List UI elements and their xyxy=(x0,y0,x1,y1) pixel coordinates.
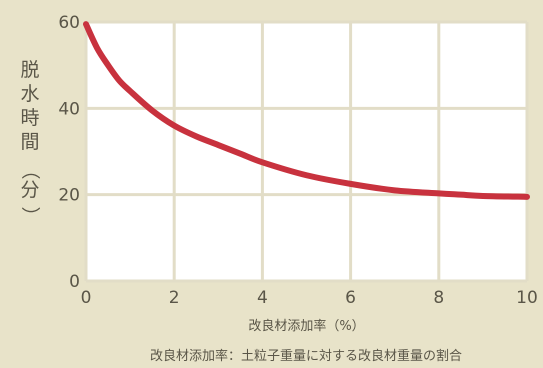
series-line xyxy=(83,21,530,200)
y-tick-label: 20 xyxy=(58,186,80,206)
x-tick-label: 0 xyxy=(81,288,92,308)
footnote: 改良材添加率：土粒子重量に対する改良材重量の割合 xyxy=(150,348,462,364)
y-tick-label: 40 xyxy=(58,99,80,119)
x-axis-label: 改良材添加率（%） xyxy=(248,318,364,334)
y-axis-label-char: ） xyxy=(19,206,41,225)
series-group xyxy=(83,21,530,200)
grid xyxy=(84,20,529,283)
x-tick-label: 6 xyxy=(345,288,356,308)
y-axis-label-char: 分 xyxy=(20,179,39,201)
y-tick-label: 0 xyxy=(69,272,80,292)
x-tick-label: 2 xyxy=(169,288,180,308)
y-axis-label-char: 水 xyxy=(20,83,39,105)
y-axis-label-char: 間 xyxy=(20,131,39,153)
y-axis-label-char: 脱 xyxy=(20,59,39,81)
y-axis-label-char: 時 xyxy=(20,107,39,129)
x-ticks: 0 2 4 6 8 10 xyxy=(81,288,538,308)
x-tick-label: 8 xyxy=(433,288,444,308)
y-axis-label-char: （ xyxy=(19,160,41,179)
x-tick-label: 4 xyxy=(257,288,268,308)
y-ticks: 0 20 40 60 xyxy=(58,13,80,292)
x-tick-label: 10 xyxy=(516,288,538,308)
y-tick-label: 60 xyxy=(58,13,80,33)
plot-area xyxy=(86,22,527,281)
